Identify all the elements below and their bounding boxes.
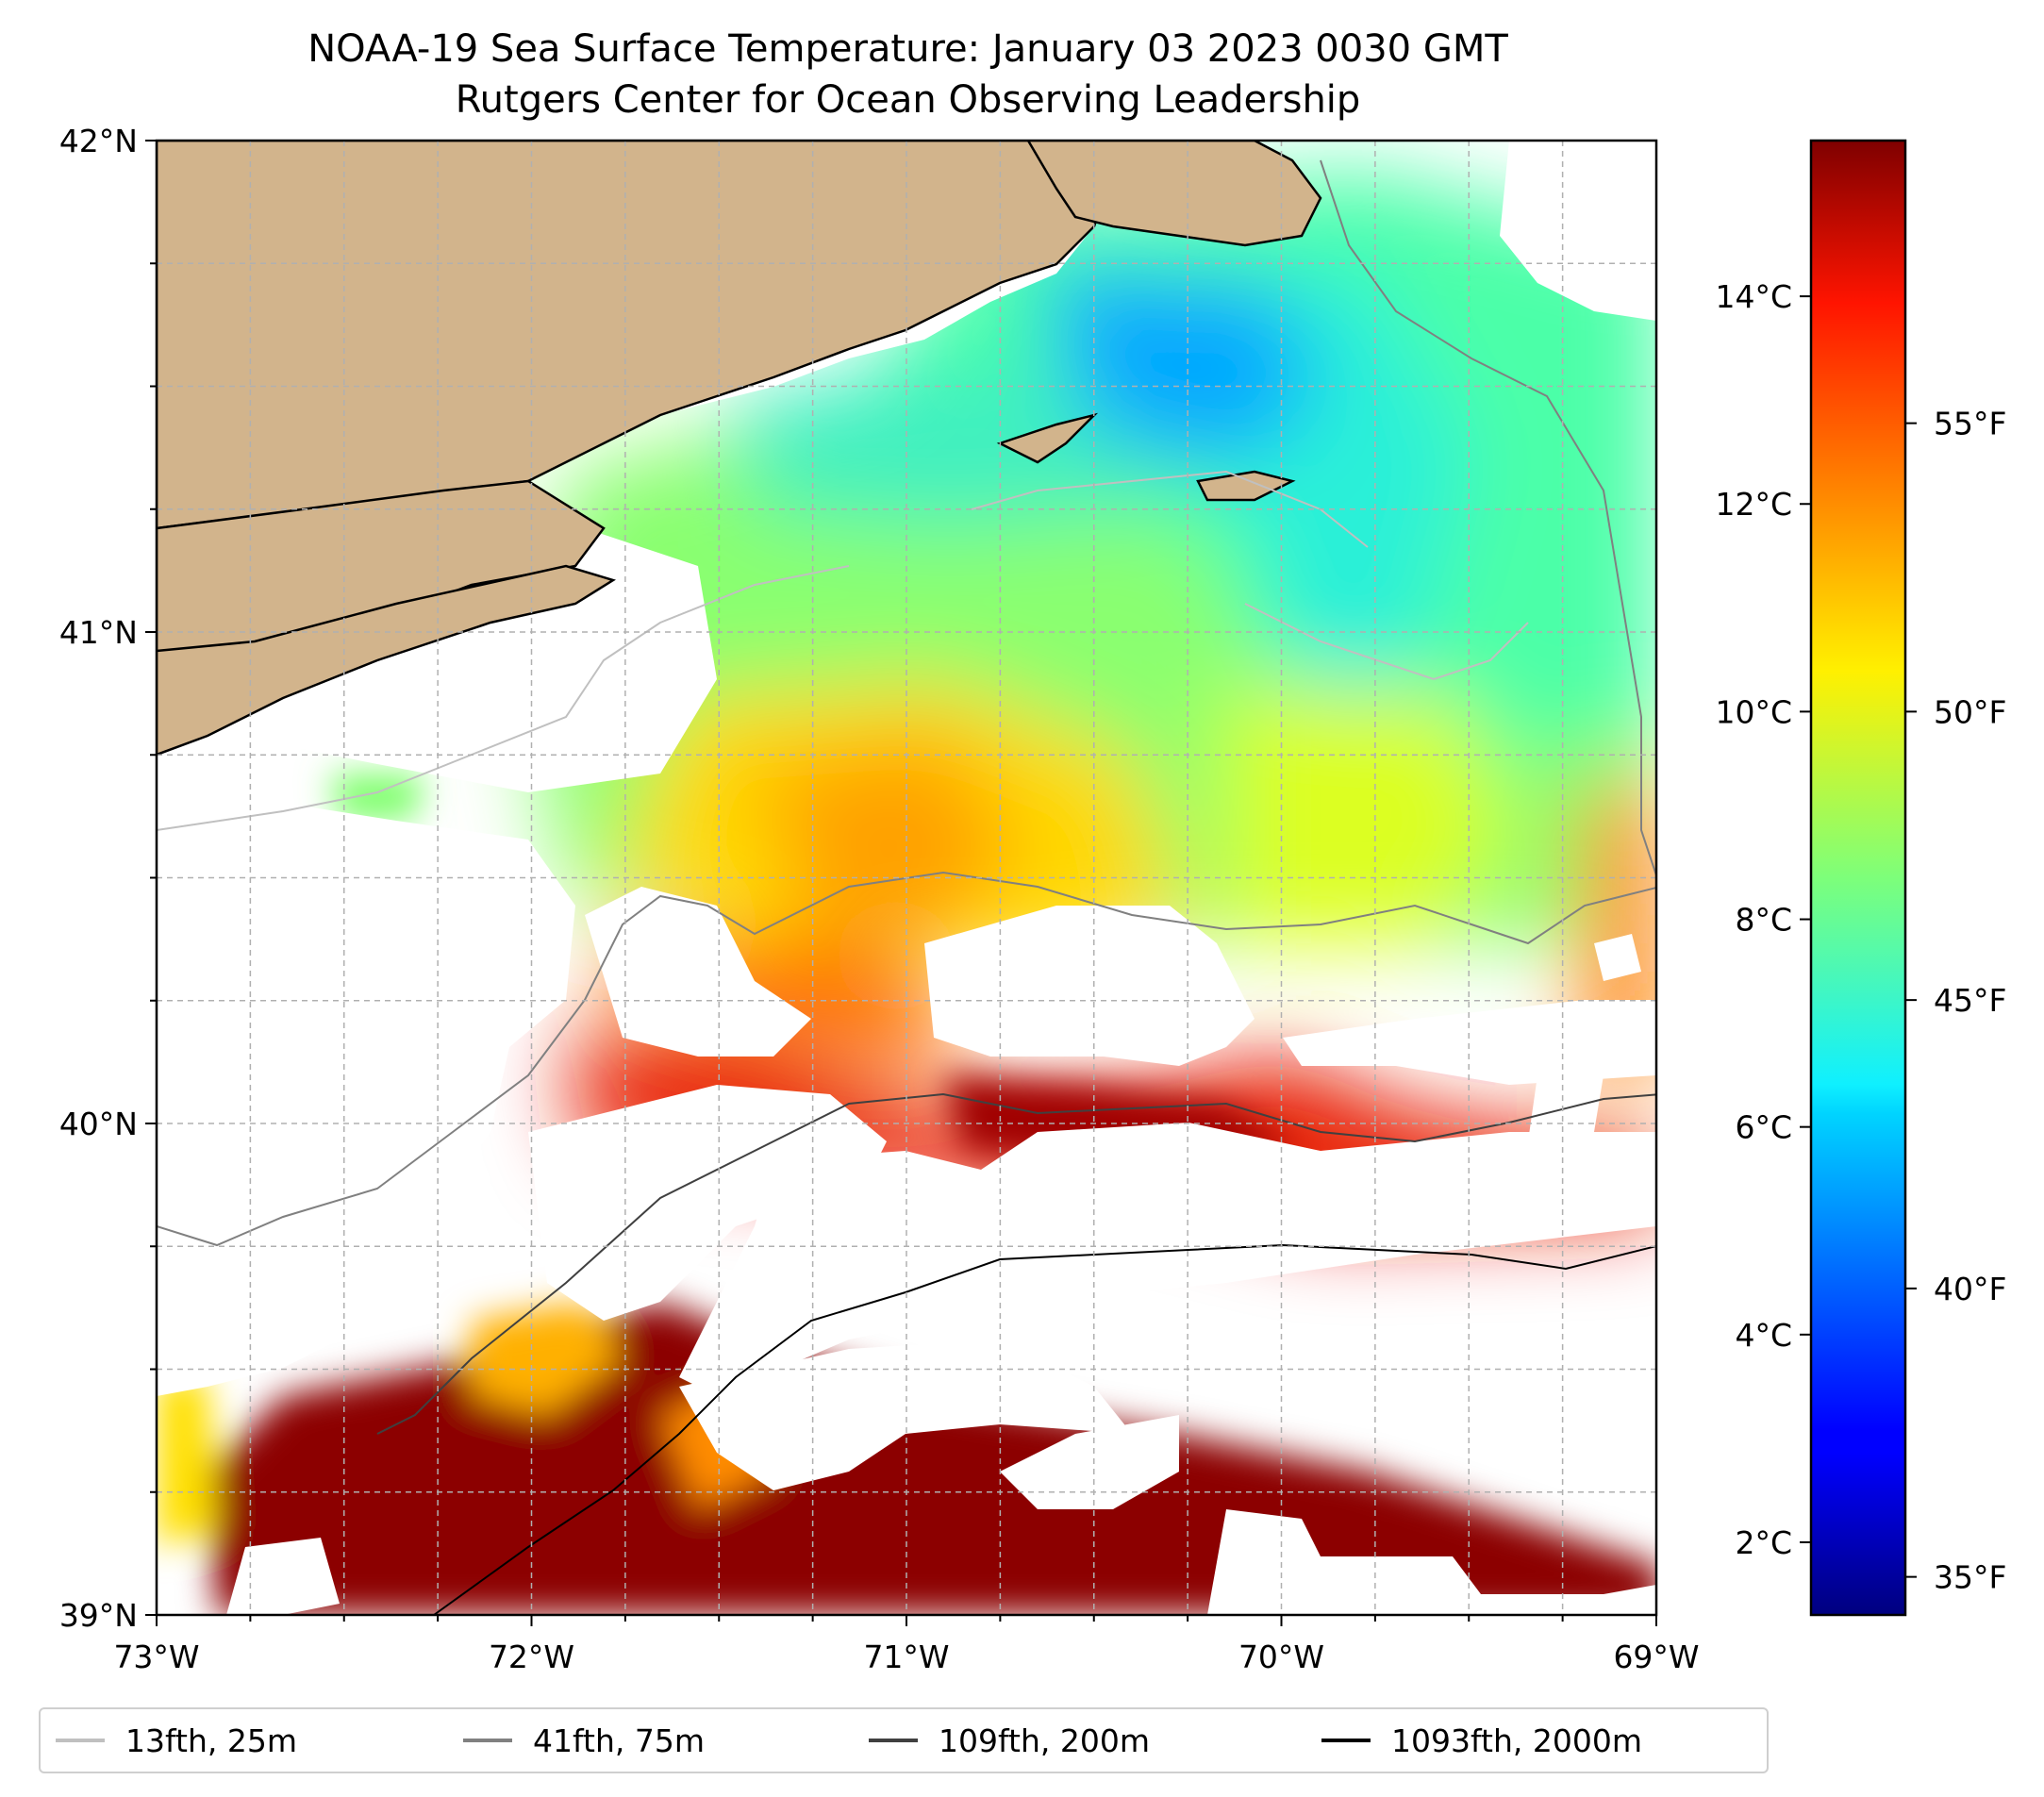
- map-frame: [155, 139, 1658, 1617]
- isobath-75m-line: [1320, 159, 1656, 879]
- legend-swatch-25m: [56, 1739, 105, 1742]
- lon-tick-label: 70°W: [1238, 1639, 1324, 1675]
- lon-tick-label: 69°W: [1613, 1639, 1699, 1675]
- colorbar-label-celsius: 10°C: [1715, 693, 1792, 730]
- lat-tick-label: 39°N: [59, 1597, 138, 1634]
- cape-cod: [1026, 141, 1322, 247]
- legend-item-25m: 13fth, 25m: [56, 1709, 297, 1772]
- legend-label-200m: 109fth, 200m: [939, 1722, 1150, 1759]
- colorbar-label-fahrenheit: 35°F: [1934, 1559, 2006, 1596]
- legend-label-75m: 41fth, 75m: [533, 1722, 705, 1759]
- long-island: [157, 564, 617, 757]
- legend-item-2000m: 1093fth, 2000m: [1321, 1709, 1642, 1772]
- legend-swatch-75m: [463, 1739, 512, 1742]
- marthas-vineyard: [996, 412, 1099, 464]
- legend-swatch-2000m: [1321, 1739, 1371, 1742]
- colorbar-label-fahrenheit: 40°F: [1934, 1271, 2006, 1307]
- lat-tick-label: 42°N: [59, 123, 138, 159]
- legend-item-75m: 41fth, 75m: [463, 1709, 705, 1772]
- colorbar: [1809, 139, 1907, 1617]
- legend-swatch-200m: [869, 1739, 918, 1742]
- legend-item-200m: 109fth, 200m: [869, 1709, 1150, 1772]
- colorbar-label-fahrenheit: 50°F: [1934, 693, 2006, 730]
- lon-tick-label: 71°W: [863, 1639, 949, 1675]
- legend-label-25m: 13fth, 25m: [125, 1722, 297, 1759]
- isobaths: [157, 159, 1656, 1615]
- colorbar-label-celsius: 8°C: [1735, 902, 1792, 939]
- colorbar-label-celsius: 2°C: [1735, 1524, 1792, 1561]
- colorbar-label-fahrenheit: 55°F: [1934, 406, 2006, 442]
- land: [157, 141, 1322, 757]
- isobath-legend: 13fth, 25m 41fth, 75m 109fth, 200m 1093f…: [39, 1707, 1769, 1773]
- isobath-2000m-line: [433, 1243, 1656, 1615]
- lat-tick-label: 41°N: [59, 614, 138, 651]
- map-title: NOAA-19 Sea Surface Temperature: January…: [307, 27, 1508, 71]
- isobath-25m-line: [157, 565, 850, 831]
- colorbar-label-fahrenheit: 45°F: [1934, 982, 2006, 1019]
- lon-tick-label: 73°W: [113, 1639, 199, 1675]
- colorbar-label-celsius: 12°C: [1715, 486, 1792, 523]
- colorbar-label-celsius: 6°C: [1735, 1109, 1792, 1146]
- colorbar-tick-labels: 14°C 12°C 10°C 8°C 6°C 4°C 2°C 55°F 50°F 45°F 40°F…: [1715, 278, 2006, 1596]
- axis-tick-labels: 73°W 72°W 71°W 70°W 69°W 42°N 41°N 40°N 39°N: [59, 123, 1700, 1675]
- colorbar-label-celsius: 14°C: [1715, 278, 1792, 315]
- colorbar-label-celsius: 4°C: [1735, 1317, 1792, 1354]
- legend-label-2000m: 1093fth, 2000m: [1391, 1722, 1642, 1759]
- lon-tick-label: 72°W: [489, 1639, 574, 1675]
- map-subtitle: Rutgers Center for Ocean Observing Leade…: [455, 78, 1361, 122]
- isobath-200m-line: [376, 1092, 1656, 1435]
- lat-tick-label: 40°N: [59, 1106, 138, 1142]
